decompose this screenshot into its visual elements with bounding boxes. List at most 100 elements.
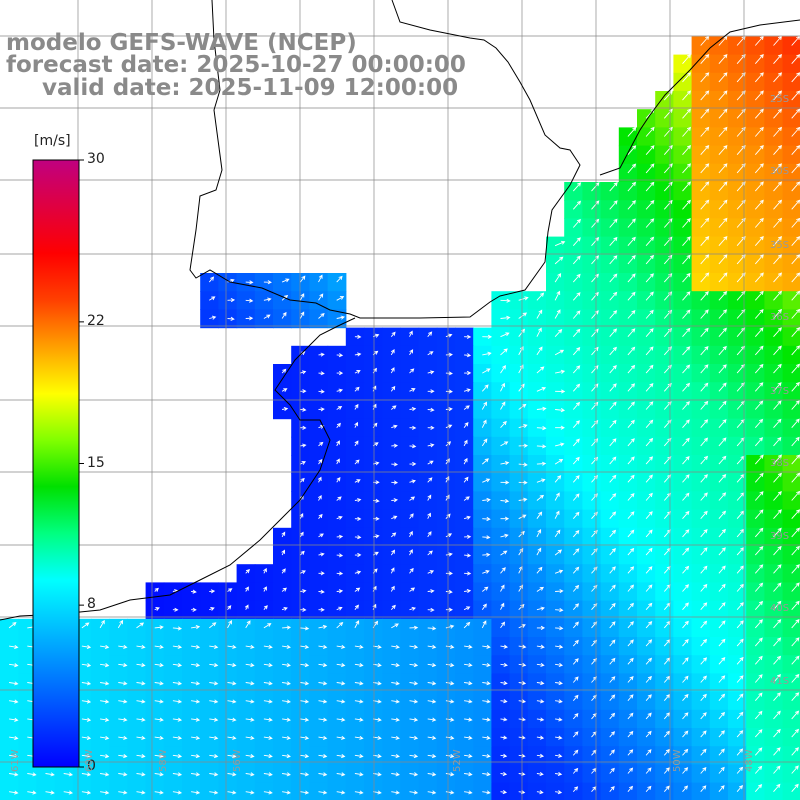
- wind-arrow: [718, 766, 725, 774]
- wind-arrow: [409, 790, 419, 795]
- wind-speed-cell: [582, 364, 602, 383]
- coastline: [0, 0, 800, 621]
- wind-speed-cell: [764, 491, 784, 511]
- wind-speed-cell: [728, 182, 747, 201]
- wind-arrow: [209, 644, 219, 649]
- wind-arrow: [736, 748, 744, 756]
- wind-arrow: [409, 772, 419, 777]
- wind-arrow: [373, 681, 382, 686]
- wind-arrow: [445, 571, 453, 576]
- wind-arrow: [754, 254, 764, 265]
- wind-arrow: [482, 351, 492, 356]
- wind-arrow: [336, 496, 342, 501]
- wind-arrow: [409, 699, 419, 704]
- wind-arrow: [572, 182, 582, 192]
- wind-arrow: [118, 699, 128, 704]
- wind-speed-cell: [546, 527, 565, 547]
- wind-arrow: [627, 566, 635, 574]
- wind-arrow: [409, 717, 419, 722]
- wind-speed-cell: [382, 327, 401, 347]
- wind-arrow: [718, 309, 728, 319]
- wind-speed-cell: [691, 527, 711, 547]
- wind-arrow: [572, 603, 580, 610]
- wind-arrow: [718, 382, 727, 392]
- wind-speed-cell: [618, 382, 638, 401]
- wind-arrow: [663, 730, 671, 738]
- wind-arrow: [245, 663, 255, 668]
- wind-arrow: [718, 419, 727, 428]
- wind-speed-cell: [746, 600, 765, 620]
- wind-arrow: [336, 315, 346, 320]
- wind-arrow: [209, 735, 219, 740]
- wind-arrow: [700, 657, 708, 665]
- wind-arrow: [300, 644, 310, 649]
- wind-arrow: [300, 425, 307, 430]
- wind-arrow: [700, 327, 709, 337]
- wind-arrow: [354, 620, 360, 629]
- wind-arrow: [718, 656, 726, 665]
- wind-arrow: [500, 315, 511, 320]
- wind-speed-cell: [273, 527, 292, 547]
- wind-arrow: [354, 386, 360, 392]
- wind-arrow: [700, 345, 709, 356]
- longitude-label: 61W: [10, 749, 21, 772]
- wind-arrow: [81, 622, 90, 629]
- wind-speed-cell: [291, 291, 310, 310]
- wind-arrow: [627, 181, 636, 192]
- wind-arrow: [682, 657, 689, 665]
- wind-speed-cell: [673, 582, 693, 602]
- wind-arrow: [572, 731, 579, 738]
- wind-speed-cell: [764, 327, 784, 347]
- wind-arrow: [318, 790, 328, 795]
- wind-arrow: [9, 717, 19, 722]
- wind-arrow: [263, 681, 273, 686]
- wind-arrow: [645, 364, 654, 374]
- wind-arrow: [645, 126, 655, 137]
- wind-arrow: [754, 108, 764, 119]
- wind-arrow: [645, 584, 653, 592]
- wind-arrow: [682, 72, 692, 83]
- wind-arrow: [463, 496, 470, 501]
- wind-speed-cell: [764, 91, 784, 110]
- wind-arrow: [773, 490, 782, 501]
- wind-arrow: [391, 754, 400, 759]
- wind-speed-cell: [382, 546, 401, 565]
- wind-arrow: [445, 458, 450, 465]
- wind-speed-cell: [582, 436, 602, 456]
- wind-arrow: [300, 607, 307, 612]
- wind-arrow: [682, 456, 690, 465]
- wind-speed-cell: [709, 91, 729, 110]
- wind-arrow: [427, 681, 437, 686]
- wind-arrow: [409, 513, 414, 519]
- wind-arrow: [500, 480, 510, 485]
- wind-speed-cell: [236, 600, 256, 620]
- wind-speed-cell: [673, 182, 693, 201]
- wind-arrow: [464, 353, 472, 358]
- wind-arrow: [100, 790, 110, 795]
- wind-arrow: [682, 181, 692, 192]
- wind-arrow: [736, 547, 745, 556]
- wind-arrow: [136, 790, 146, 795]
- wind-speed-cell: [600, 418, 620, 438]
- wind-speed-cell: [637, 273, 656, 292]
- wind-arrow: [700, 675, 707, 683]
- wind-speed-cell: [564, 618, 583, 638]
- wind-speed-cell: [746, 546, 765, 565]
- wind-arrow: [791, 765, 799, 774]
- wind-speed-cell: [728, 36, 747, 56]
- wind-speed-cell: [709, 618, 729, 638]
- wind-arrow: [336, 515, 343, 520]
- wind-speed-cell: [618, 200, 638, 219]
- wind-arrow: [281, 549, 286, 556]
- wind-arrow: [500, 771, 508, 777]
- wind-speed-cell: [746, 200, 765, 219]
- wind-arrow: [27, 790, 37, 795]
- wind-arrow: [736, 675, 744, 683]
- wind-speed-cell: [618, 455, 638, 474]
- wind-arrow: [718, 437, 727, 447]
- wind-speed-cell: [728, 254, 747, 274]
- wind-speed-cell: [582, 473, 602, 492]
- wind-speed-cell: [582, 491, 602, 511]
- wind-speed-cell: [400, 546, 420, 565]
- wind-speed-cell: [709, 582, 729, 602]
